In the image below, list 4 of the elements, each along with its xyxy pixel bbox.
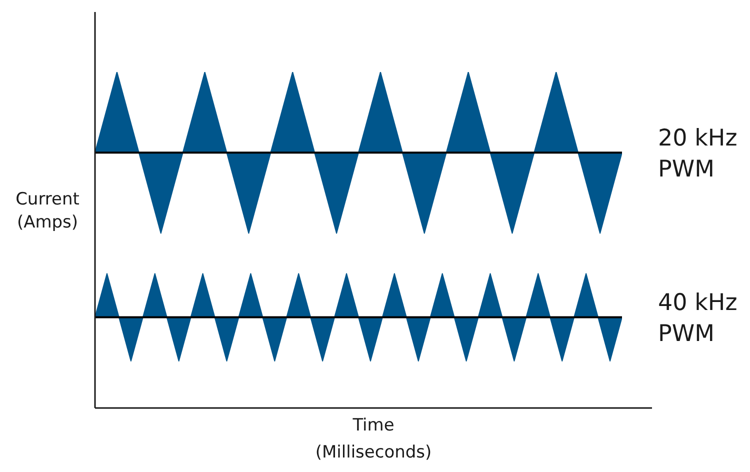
series-label: 40 kHz PWM — [658, 290, 738, 347]
x-axis-title: Time (Milliseconds) — [315, 415, 432, 463]
series-label: 20 kHz PWM — [658, 125, 738, 182]
y-axis-title: Current (Amps) — [16, 190, 80, 233]
